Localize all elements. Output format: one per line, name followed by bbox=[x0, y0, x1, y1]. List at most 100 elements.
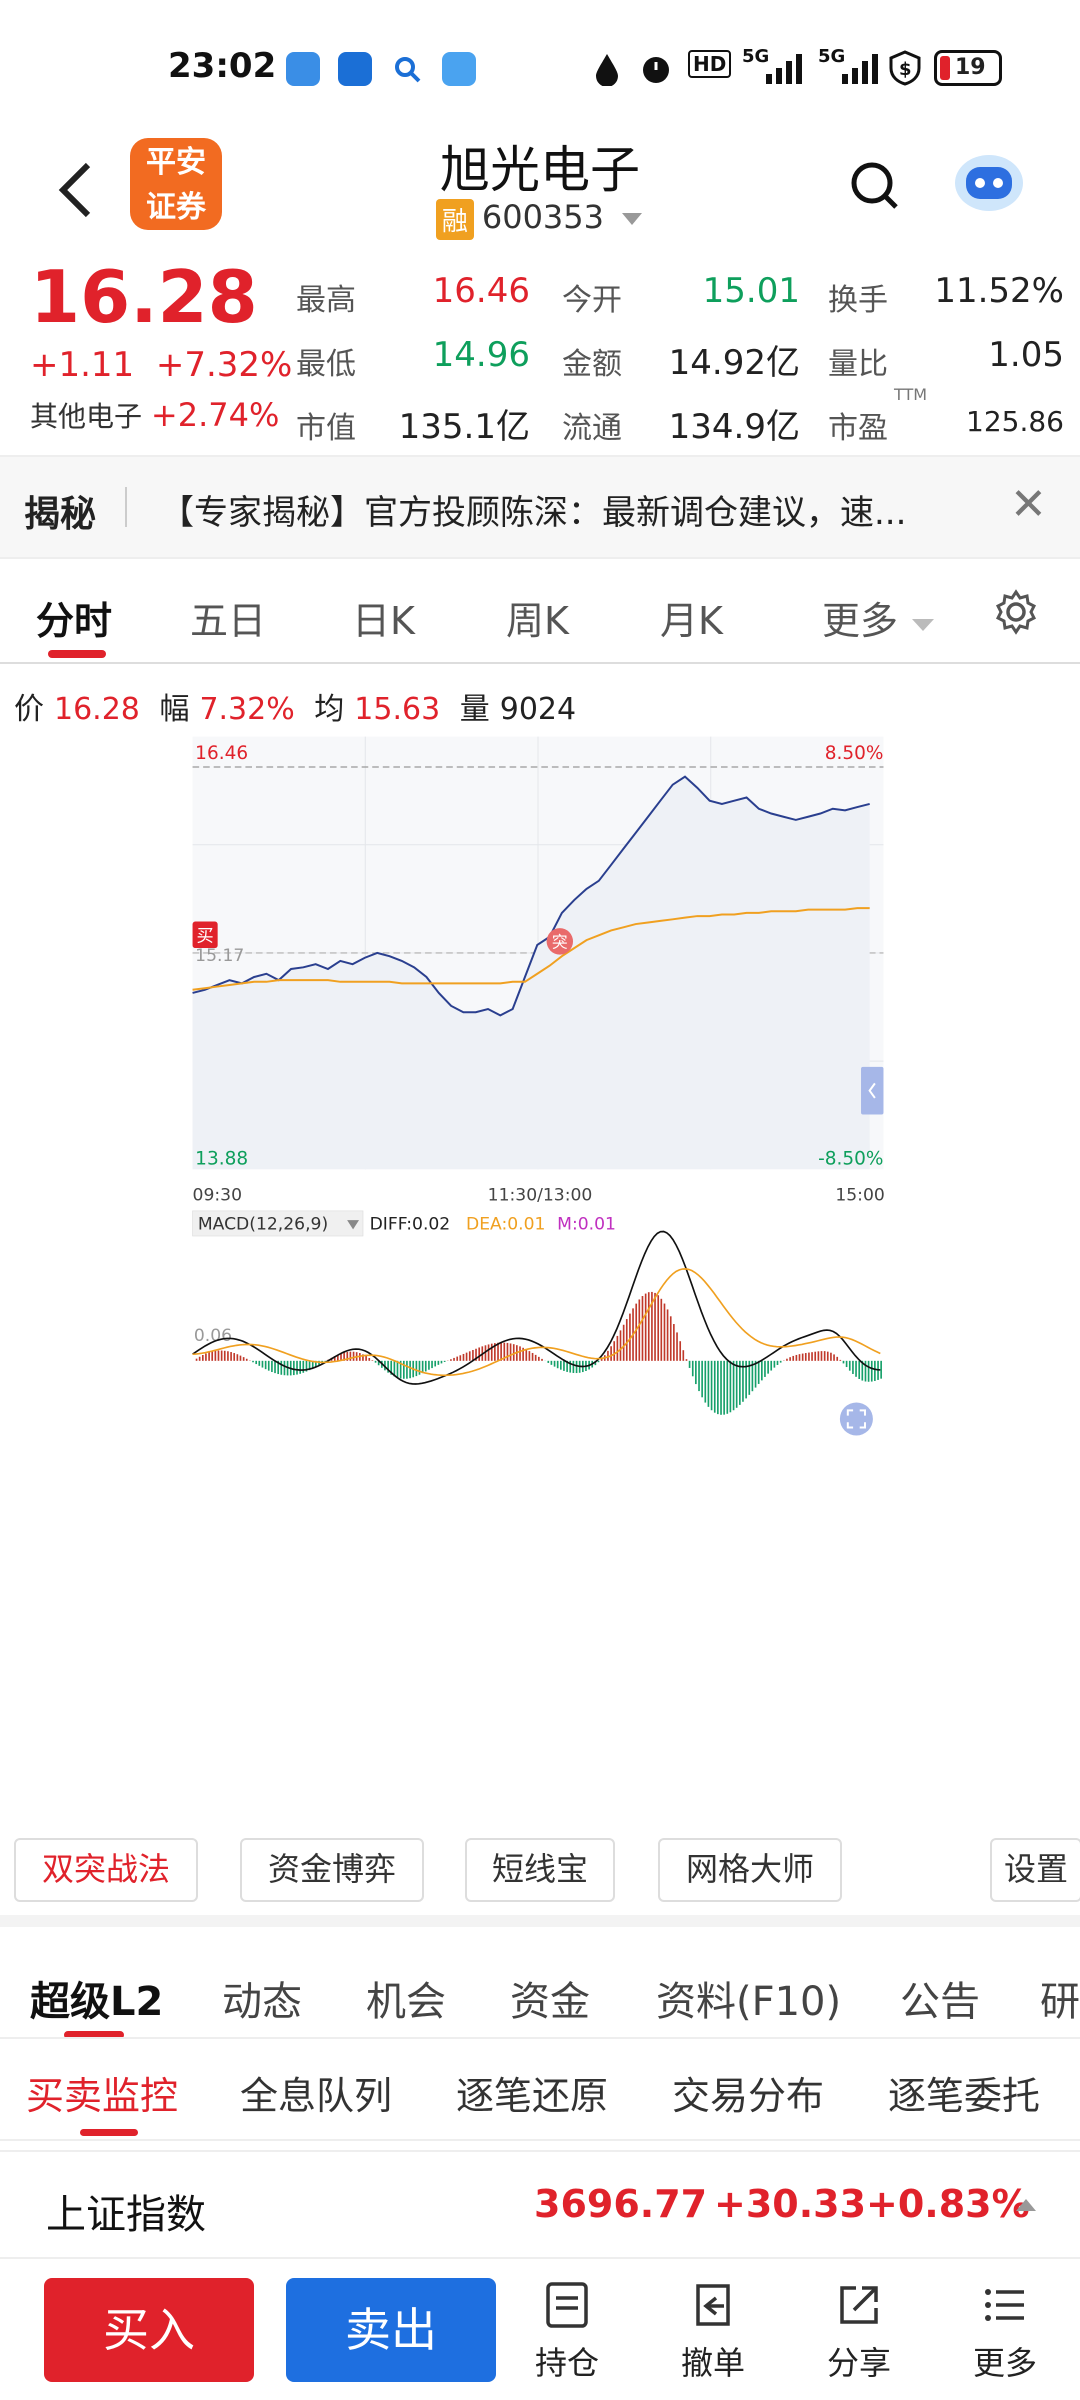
macd-bar bbox=[472, 1349, 474, 1361]
average-price-line bbox=[192, 907, 870, 991]
macd-bar bbox=[547, 1360, 550, 1363]
positions-button[interactable]: 持仓 bbox=[522, 2280, 612, 2384]
macd-bar bbox=[867, 1360, 870, 1382]
tab-weekly-k[interactable]: 周K bbox=[506, 599, 569, 643]
tab-monthly-k[interactable]: 月K bbox=[660, 599, 723, 643]
sell-button[interactable]: 卖出 bbox=[286, 2278, 496, 2382]
macd-bar bbox=[669, 1316, 672, 1361]
macd-bar bbox=[337, 1354, 339, 1361]
tab-research[interactable]: 研 bbox=[1040, 1979, 1080, 2025]
tab-opportunity[interactable]: 机会 bbox=[366, 1979, 446, 2025]
macd-bar bbox=[679, 1341, 682, 1361]
news-tag: 揭秘 bbox=[24, 494, 97, 535]
macd-bar bbox=[343, 1352, 345, 1361]
macd-bar bbox=[346, 1351, 349, 1361]
ai-assistant-icon[interactable] bbox=[950, 145, 1028, 215]
macd-bar bbox=[625, 1319, 628, 1361]
tab-f10[interactable]: 资料(F10) bbox=[656, 1979, 842, 2025]
macd-bar bbox=[560, 1360, 562, 1370]
macd-bar bbox=[748, 1360, 751, 1395]
tab-tick-replay[interactable]: 逐笔还原 bbox=[456, 2074, 609, 2118]
tab-five-day[interactable]: 五日 bbox=[190, 599, 267, 643]
macd-bar bbox=[503, 1342, 506, 1361]
chevron-down-icon bbox=[622, 213, 643, 225]
tab-super-l2[interactable]: 超级L2 bbox=[30, 1979, 164, 2025]
macd-bar bbox=[572, 1360, 575, 1373]
index-ticker[interactable]: 上证指数 3696.77 +30.33 +0.83% bbox=[0, 2150, 1080, 2259]
tools-settings-button[interactable]: 设置 bbox=[990, 1838, 1080, 1902]
tab-funds[interactable]: 资金 bbox=[510, 1979, 590, 2025]
tab-news[interactable]: 动态 bbox=[222, 1979, 302, 2025]
close-icon[interactable]: ✕ bbox=[1010, 479, 1047, 530]
stock-code-row[interactable]: 融 600353 bbox=[0, 198, 1080, 240]
breakout-marker-label: 突 bbox=[552, 932, 568, 951]
capital-game-button[interactable]: 资金博弈 bbox=[240, 1838, 424, 1902]
settings-gear-icon[interactable] bbox=[992, 588, 1040, 636]
tab-intraday[interactable]: 分时 bbox=[36, 599, 113, 643]
tab-trade-monitor[interactable]: 买卖监控 bbox=[26, 2074, 179, 2118]
double-breakout-button[interactable]: 双突战法 bbox=[14, 1838, 198, 1902]
index-name: 上证指数 bbox=[46, 2192, 206, 2238]
macd-bar bbox=[340, 1353, 342, 1361]
news-text[interactable]: 【专家揭秘】官方投顾陈深：最新调仓建议，速... bbox=[160, 493, 907, 533]
search-icon[interactable] bbox=[850, 155, 900, 215]
signal-icon-2 bbox=[842, 54, 878, 84]
tab-trade-distribution[interactable]: 交易分布 bbox=[672, 2074, 825, 2118]
macd-bar bbox=[512, 1344, 515, 1361]
quote-label-turnover: 换手 bbox=[828, 283, 888, 318]
macd-bar bbox=[468, 1351, 471, 1361]
cancel-order-button[interactable]: 撤单 bbox=[668, 2280, 758, 2384]
buy-marker[interactable] bbox=[192, 921, 218, 948]
macd-bar bbox=[726, 1360, 729, 1414]
cancel-order-icon bbox=[696, 2284, 730, 2326]
hd-badge: HD bbox=[688, 50, 732, 78]
macd-bar bbox=[497, 1342, 499, 1361]
status-time: 23:02 bbox=[168, 46, 277, 86]
macd-bar bbox=[792, 1355, 795, 1361]
intraday-chart[interactable]: 16.46 8.50% 13.88 -8.50% 15.17 买 突 09:30… bbox=[0, 730, 1080, 1450]
expand-chart-button[interactable] bbox=[839, 1402, 873, 1436]
tab-order-queue[interactable]: 全息队列 bbox=[240, 2074, 393, 2118]
macd-bar bbox=[399, 1360, 402, 1379]
macd-bar bbox=[267, 1360, 270, 1371]
macd-bar bbox=[230, 1352, 232, 1361]
macd-axis-label: 0.06 bbox=[194, 1326, 232, 1346]
macd-dea-line bbox=[192, 1268, 881, 1377]
macd-bar bbox=[848, 1360, 851, 1371]
back-arrow-icon[interactable] bbox=[48, 155, 108, 225]
grid-master-button[interactable]: 网格大师 bbox=[658, 1838, 842, 1902]
macd-bar bbox=[390, 1360, 393, 1375]
macd-bar bbox=[739, 1360, 741, 1405]
macd-bar bbox=[826, 1351, 829, 1361]
share-button[interactable]: 分享 bbox=[814, 2280, 904, 2384]
news-ticker[interactable]: 揭秘 【专家揭秘】官方投顾陈深：最新调仓建议，速... ✕ bbox=[0, 455, 1080, 559]
macd-bar bbox=[770, 1360, 773, 1371]
network-label-1: 5G bbox=[742, 46, 770, 67]
macd-bar bbox=[368, 1357, 371, 1361]
macd-bar bbox=[506, 1342, 509, 1361]
quote-label-pe: 市盈 bbox=[828, 411, 888, 446]
macd-bar bbox=[305, 1360, 308, 1372]
macd-bar bbox=[673, 1324, 675, 1361]
macd-bar bbox=[274, 1360, 276, 1374]
tab-announcements[interactable]: 公告 bbox=[900, 1979, 980, 2025]
macd-dea: DEA:0.01 bbox=[466, 1214, 545, 1234]
macd-bar bbox=[635, 1303, 638, 1361]
tab-daily-k[interactable]: 日K bbox=[352, 599, 415, 643]
macd-bar bbox=[223, 1350, 226, 1361]
breakout-marker[interactable] bbox=[546, 928, 574, 955]
sector-change[interactable]: 其他电子 +2.74% bbox=[30, 396, 280, 434]
short-line-button[interactable]: 短线宝 bbox=[465, 1838, 615, 1902]
drop-icon bbox=[596, 54, 618, 86]
macd-selector[interactable] bbox=[192, 1210, 364, 1237]
network-label-2: 5G bbox=[818, 46, 846, 67]
stock-code: 600353 bbox=[481, 198, 604, 236]
macd-bar bbox=[487, 1344, 490, 1361]
chevron-up-icon[interactable] bbox=[1014, 2196, 1038, 2214]
collapse-panel-handle[interactable] bbox=[861, 1066, 884, 1115]
more-button[interactable]: 更多 bbox=[960, 2280, 1050, 2384]
tab-more[interactable]: 更多 bbox=[822, 590, 936, 645]
tab-order-by-order[interactable]: 逐笔委托 bbox=[888, 2074, 1041, 2118]
macd-bar bbox=[644, 1293, 647, 1361]
buy-button[interactable]: 买入 bbox=[44, 2278, 254, 2382]
